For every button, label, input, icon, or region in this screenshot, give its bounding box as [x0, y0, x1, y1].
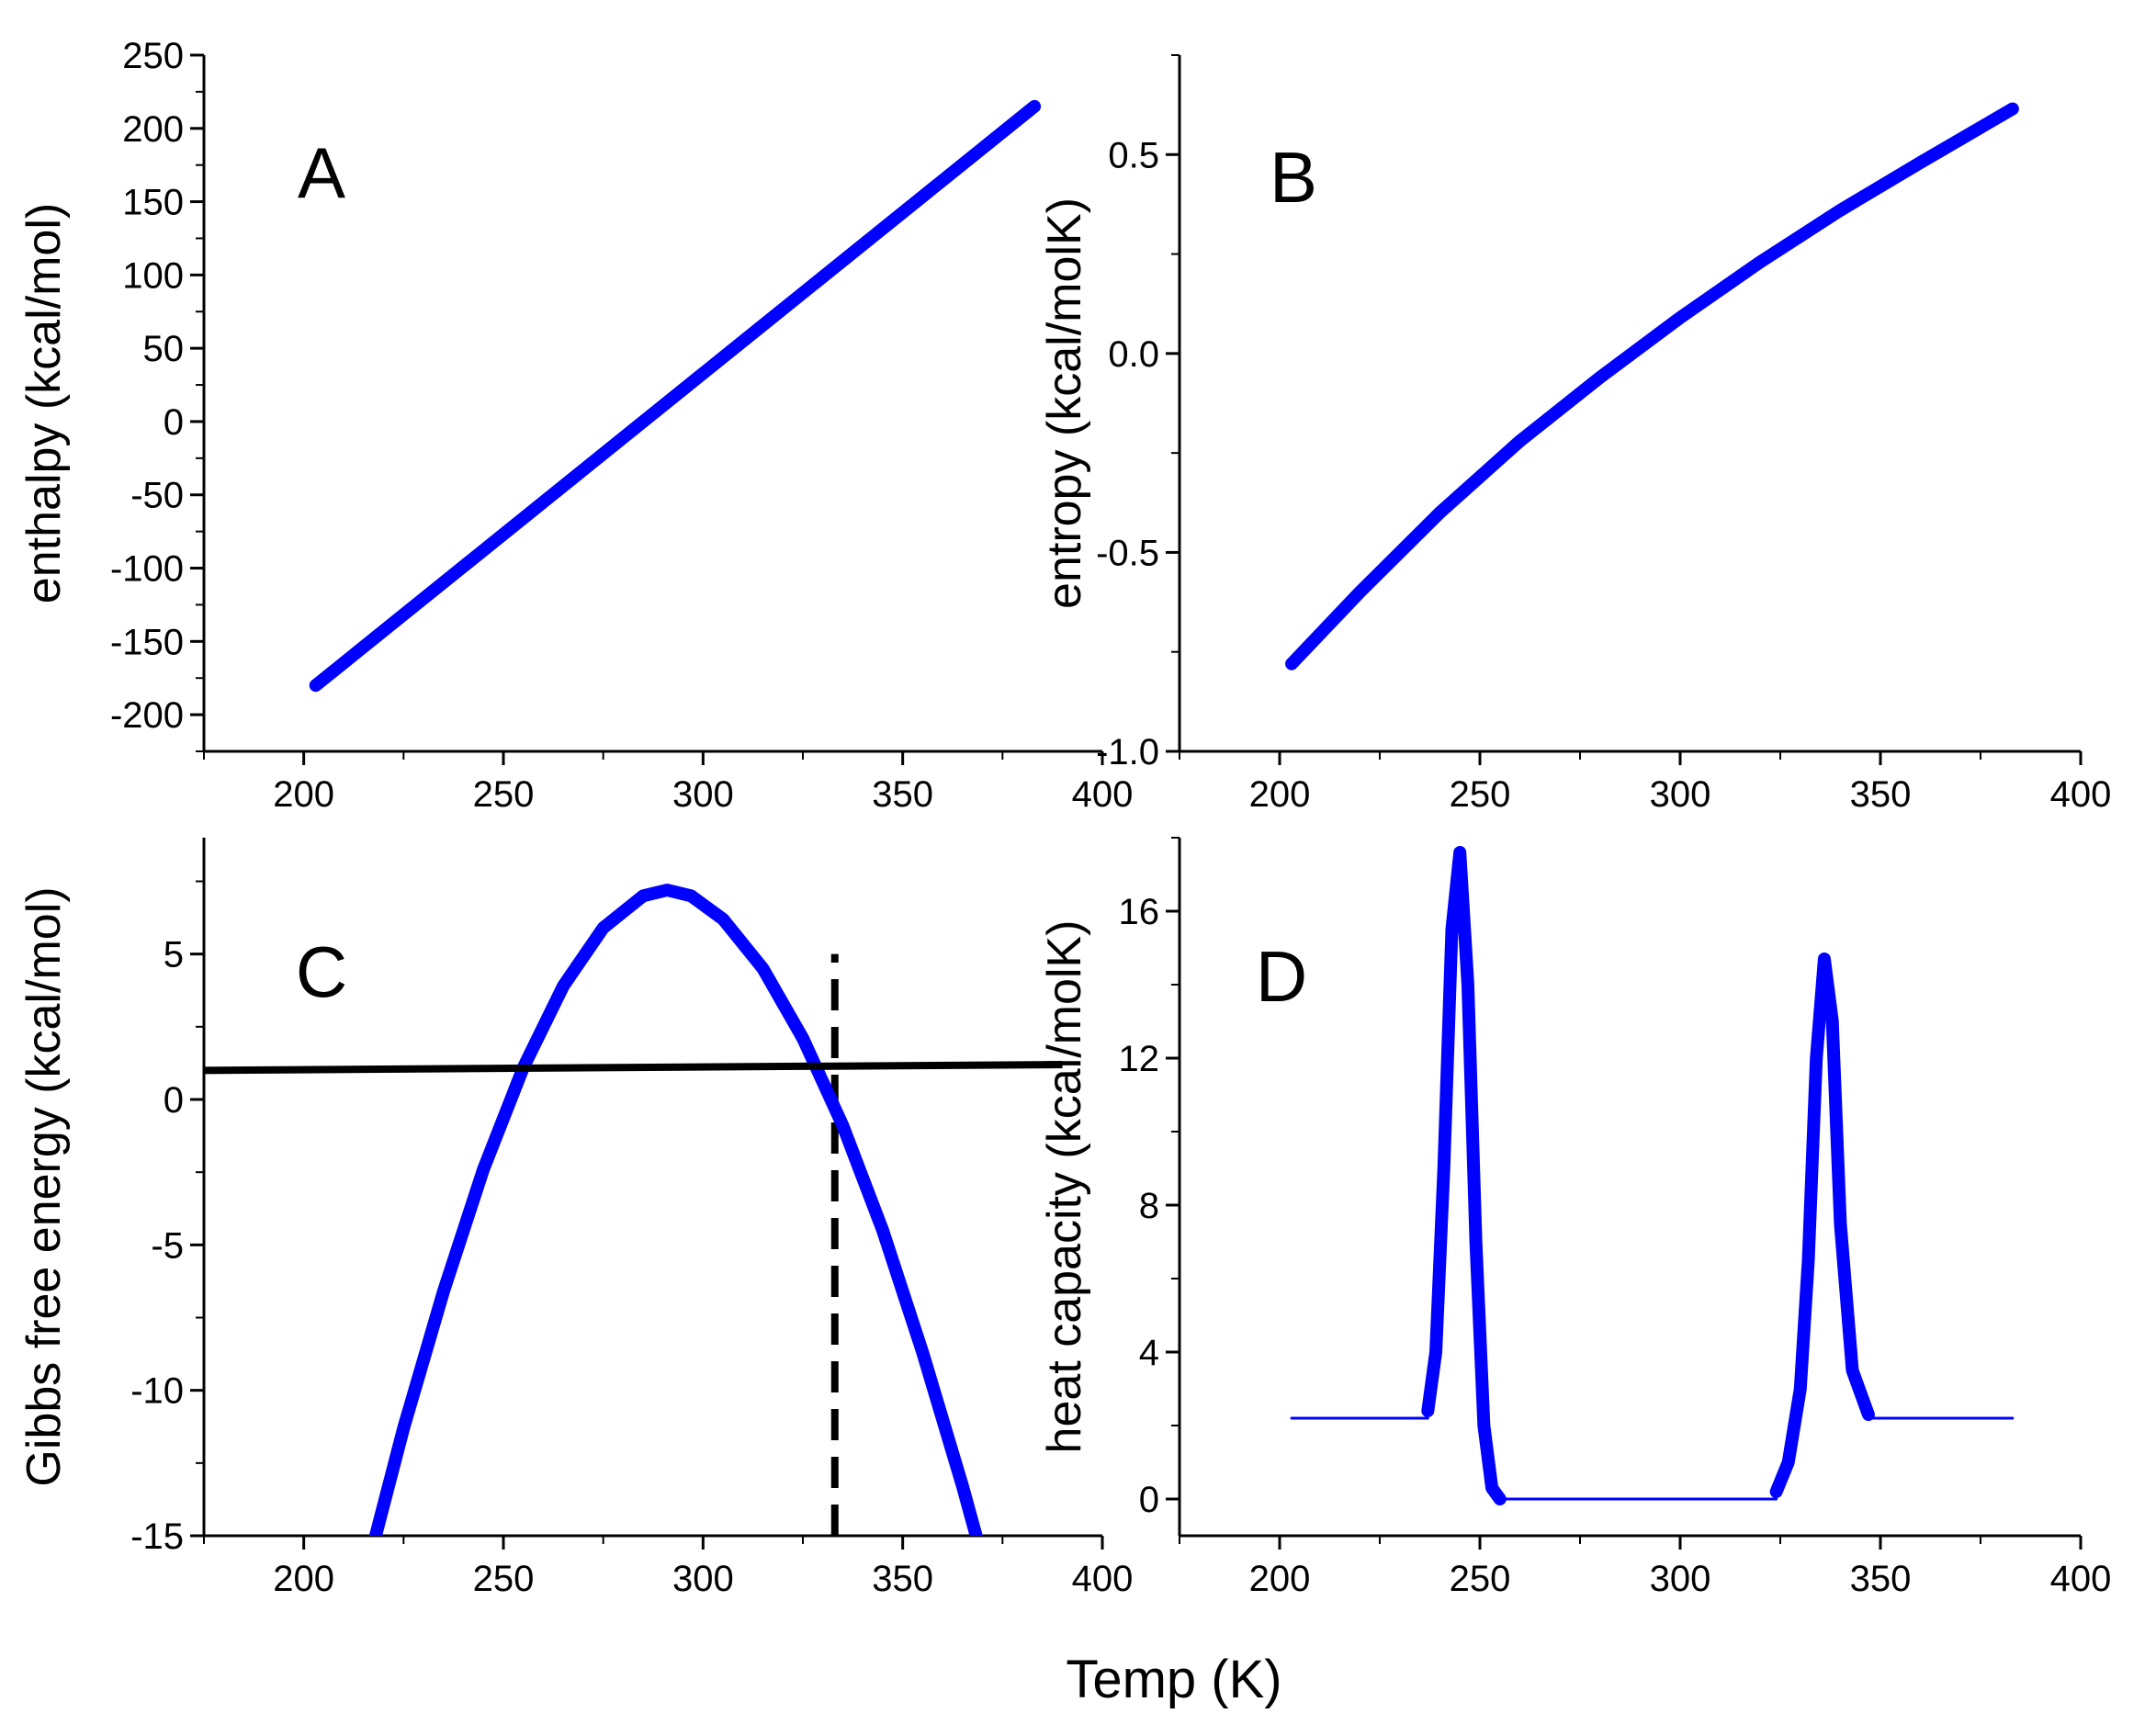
y-tick-label: -5	[151, 1225, 184, 1266]
y-axis-title: heat capacity (kcal/molK)	[1038, 920, 1091, 1454]
y-tick-label: 0.5	[1108, 135, 1159, 175]
series-line-entropy	[1285, 102, 2019, 671]
x-tick-label: 200	[273, 1559, 334, 1599]
y-tick-label: 200	[122, 109, 184, 150]
panel-letter: D	[1256, 936, 1307, 1017]
x-tick-label: 400	[1072, 774, 1134, 815]
y-tick-label: -1.0	[1096, 732, 1159, 772]
panel-c: 200 250 300 350 400 -15 -10 -5 0 5 Gibbs free ener…	[17, 838, 1133, 1599]
series-line-heat-capacity-peak-2	[1769, 953, 1875, 1498]
y-tick-label: -150	[110, 622, 184, 662]
x-tick-label: 200	[1249, 774, 1311, 815]
x-tick-label: 300	[1650, 774, 1711, 815]
panel-letter: C	[296, 931, 347, 1012]
y-tick-label: -200	[110, 695, 184, 736]
y-tick-label: 16	[1119, 892, 1160, 932]
y-tick-label: 100	[122, 255, 184, 296]
y-tick-label: 12	[1119, 1039, 1160, 1079]
x-tick-label: 300	[672, 774, 734, 815]
y-tick-label: -0.5	[1096, 533, 1159, 573]
y-tick-label: 0.0	[1108, 334, 1159, 375]
y-axis-title: Gibbs free energy (kcal/mol)	[17, 886, 71, 1486]
panel-letter: B	[1270, 137, 1317, 218]
panel-a: 200 250 300 350 400 -200 -150 -100 -50 0 50 100 150 2…	[17, 36, 1133, 815]
y-tick-label: 250	[122, 36, 184, 76]
y-axis-title: entropy (kcal/molK)	[1038, 197, 1091, 609]
y-tick-label: 0	[1139, 1480, 1159, 1520]
series-line-Gibbs-free-energy	[368, 884, 983, 1536]
x-tick-label: 200	[273, 774, 334, 815]
x-tick-label: 250	[473, 1559, 535, 1599]
horizontal-reference-line	[203, 1061, 1063, 1075]
x-tick-label: 300	[672, 1559, 734, 1599]
x-tick-label: 350	[1850, 774, 1912, 815]
x-tick-label: 400	[1072, 1559, 1134, 1599]
y-tick-label: 0	[164, 402, 184, 443]
x-axis-title: Temp (K)	[1066, 1650, 1281, 1709]
y-tick-label: -100	[110, 549, 184, 590]
x-tick-label: 200	[1249, 1559, 1311, 1599]
x-tick-label: 350	[872, 1559, 933, 1599]
x-tick-label: 400	[2050, 774, 2112, 815]
y-tick-label: -10	[130, 1371, 184, 1412]
y-tick-label: 150	[122, 183, 184, 223]
y-tick-label: -50	[130, 476, 184, 516]
panel-letter: A	[298, 132, 345, 213]
series-line-heat-capacity-peak-1	[1421, 846, 1507, 1505]
y-tick-label: 8	[1139, 1186, 1159, 1226]
x-tick-label: 250	[473, 774, 535, 815]
series-line-enthalpy	[309, 99, 1042, 693]
y-tick-label: 5	[164, 935, 184, 975]
x-tick-label: 350	[872, 774, 933, 815]
x-tick-label: 300	[1650, 1559, 1711, 1599]
x-tick-label: 350	[1850, 1559, 1912, 1599]
y-tick-label: 50	[143, 329, 185, 369]
x-tick-label: 250	[1450, 774, 1511, 815]
y-tick-label: 0	[164, 1080, 184, 1121]
y-tick-label: -15	[130, 1516, 184, 1557]
y-axis-title: enthalpy (kcal/mol)	[17, 203, 71, 603]
x-tick-label: 250	[1450, 1559, 1511, 1599]
y-tick-label: 4	[1139, 1333, 1159, 1373]
x-tick-label: 400	[2050, 1559, 2112, 1599]
